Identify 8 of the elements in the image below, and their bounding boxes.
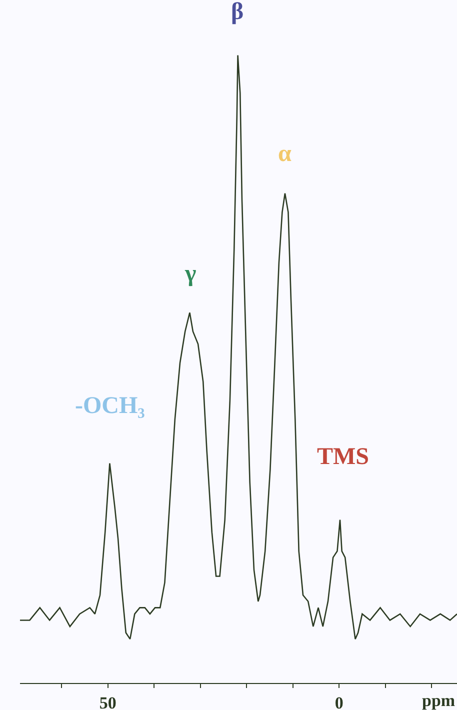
annotation: -OCH₃ — [75, 393, 145, 419]
x-axis-title: ppm — [422, 691, 456, 710]
annotation: γ — [184, 261, 196, 287]
annotation: TMS — [317, 444, 370, 470]
annotation: β — [231, 0, 244, 25]
x-tick-label: 0 — [334, 693, 344, 710]
x-tick-label: 50 — [99, 693, 116, 710]
annotation: α — [278, 141, 292, 167]
